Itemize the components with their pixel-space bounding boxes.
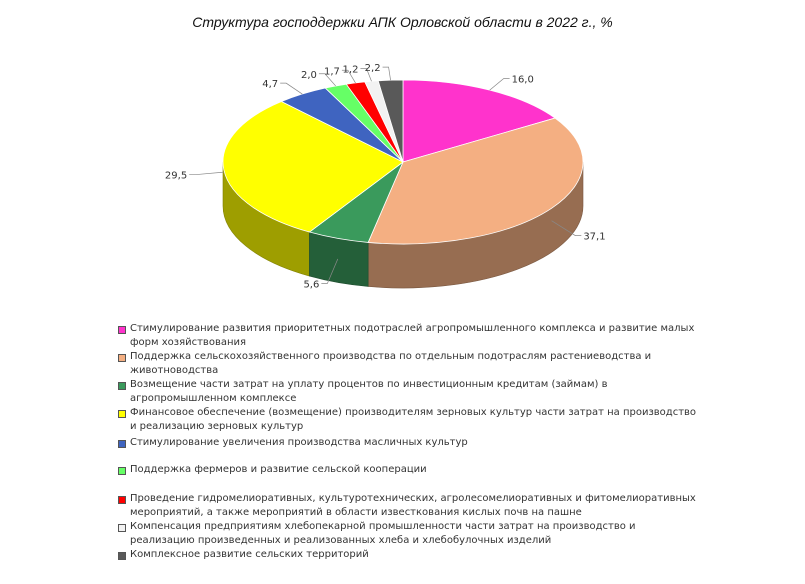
pie-labels: 16,0 37,1 5,6 29,5 4,7 2,0 1,7 1,2 2,2 [165, 63, 606, 290]
legend-swatch-5 [118, 440, 126, 448]
legend-swatch-1 [118, 326, 126, 334]
chart-title: Структура господдержки АПК Орловской обл… [192, 14, 613, 30]
legend-swatch-9 [118, 552, 126, 560]
legend-label-6: Поддержка фермеров и развитие сельской к… [130, 464, 427, 475]
pie-leaders [189, 66, 582, 284]
legend-swatch-6 [118, 467, 126, 475]
legend-label-9: Комплексное развитие сельских территорий [130, 549, 369, 560]
legend-label-7: Проведение гидромелиоративных, культурот… [130, 493, 696, 518]
legend-label-2: Поддержка сельскохозяйственного производ… [130, 351, 652, 376]
legend-item-4: Финансовое обеспечение (возмещение) прои… [118, 406, 698, 434]
pie-slice-9 [377, 79, 404, 163]
pie-slice-2 [367, 117, 584, 245]
leader-line-2 [551, 220, 582, 236]
legend-item-9: Комплексное развитие сельских территорий [118, 548, 698, 562]
legend-swatch-7 [118, 496, 126, 504]
leader-line-4 [189, 171, 224, 176]
pie-slice-4 [222, 101, 404, 233]
legend-item-7: Проведение гидромелиоративных, культурот… [118, 492, 698, 520]
legend-item-2: Поддержка сельскохозяйственного производ… [118, 350, 698, 378]
legend-label-8: Компенсация предприятиям хлебопекарной п… [130, 521, 636, 546]
legend-swatch-2 [118, 354, 126, 362]
leader-line-8 [360, 67, 372, 82]
leader-line-7 [341, 69, 356, 84]
data-label-9: 2,2 [365, 63, 381, 74]
legend-label-5: Стимулирование увеличения производства м… [130, 437, 468, 448]
legend-swatch-8 [118, 524, 126, 532]
legend-item-6: Поддержка фермеров и развитие сельской к… [118, 463, 698, 477]
legend-item-1: Стимулирование развития приоритетных под… [118, 322, 698, 350]
data-label-7: 1,7 [324, 66, 340, 77]
data-label-5: 4,7 [262, 79, 278, 90]
leader-line-6 [318, 73, 336, 87]
pie-sides [222, 161, 584, 289]
data-label-1: 16,0 [512, 75, 534, 86]
pie-tops [222, 79, 584, 245]
leader-line-1 [489, 78, 510, 91]
legend-item-5: Стимулирование увеличения производства м… [118, 436, 698, 450]
legend-label-3: Возмещение части затрат на уплату процен… [130, 379, 608, 404]
pie-slice-1 [402, 79, 556, 163]
legend-item-8: Компенсация предприятиям хлебопекарной п… [118, 520, 698, 548]
data-label-8: 1,2 [343, 64, 359, 75]
data-label-6: 2,0 [301, 70, 317, 81]
legend-label-1: Стимулирование развития приоритетных под… [130, 323, 695, 348]
legend-item-3: Возмещение части затрат на уплату процен… [118, 378, 698, 406]
legend-label-4: Финансовое обеспечение (возмещение) прои… [130, 407, 697, 432]
leader-line-5 [280, 82, 303, 95]
leader-line-9 [382, 66, 391, 81]
data-label-4: 29,5 [165, 171, 187, 182]
leader-line-3 [321, 258, 339, 284]
legend-swatch-3 [118, 382, 126, 390]
data-label-3: 5,6 [303, 279, 319, 290]
data-label-2: 37,1 [583, 232, 605, 243]
legend-swatch-4 [118, 410, 126, 418]
pie-chart: 16,0 37,1 5,6 29,5 4,7 2,0 1,7 1,2 2,2 [165, 63, 606, 290]
